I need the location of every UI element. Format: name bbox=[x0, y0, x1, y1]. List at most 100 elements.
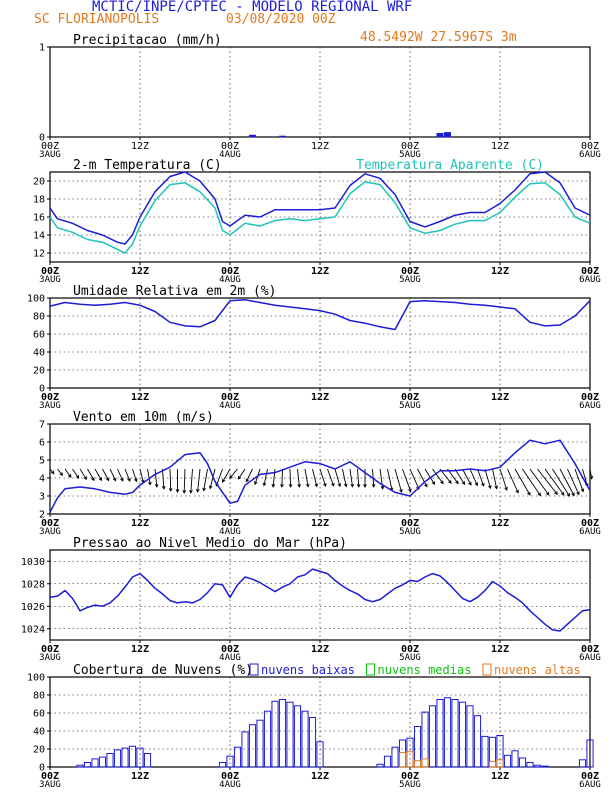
clouds-bar-blue bbox=[503, 754, 512, 768]
clouds-bar-blue bbox=[143, 753, 152, 768]
wind-arrow bbox=[272, 468, 276, 487]
clouds-x-tick-label: 12Z bbox=[131, 771, 149, 782]
wind-arrow-head bbox=[399, 489, 403, 493]
wind-arrow-head bbox=[461, 481, 466, 486]
wind-arrow bbox=[263, 468, 268, 486]
precip-x-tick-label: 00Z bbox=[221, 141, 239, 152]
wind-arrow bbox=[169, 468, 172, 492]
precip-bar bbox=[444, 132, 451, 138]
wind-arrow bbox=[197, 468, 201, 492]
clouds-bar-orange bbox=[488, 761, 497, 768]
pressure-x-day-label: 5AUG bbox=[399, 653, 421, 663]
wind-arrow bbox=[132, 468, 137, 482]
clouds-legend-swatch bbox=[482, 663, 492, 676]
wind-arrow-head bbox=[448, 480, 452, 484]
wind-arrow-head bbox=[202, 487, 206, 492]
clouds-x-tick-label: 00Z bbox=[581, 771, 599, 782]
clouds-bar-orange bbox=[421, 758, 429, 768]
humidity-x-tick-label: 12Z bbox=[491, 392, 509, 403]
wind-y-tick-label: 6 bbox=[39, 438, 45, 449]
wind-arrow bbox=[57, 468, 63, 476]
wind-arrow-head bbox=[59, 472, 64, 477]
wind-arrow-head bbox=[331, 482, 335, 487]
pressure-x-day-label: 4AUG bbox=[219, 653, 241, 663]
wind-arrow bbox=[514, 468, 531, 496]
wind-arrow bbox=[229, 468, 238, 479]
wind-arrow-head bbox=[363, 484, 367, 488]
wind-arrow-head bbox=[440, 480, 444, 485]
temperature-y-tick-label: 16 bbox=[33, 213, 45, 224]
wind-arrow-head bbox=[134, 478, 138, 483]
wind-arrow bbox=[492, 468, 498, 489]
temperature-y-tick-label: 12 bbox=[33, 249, 45, 260]
clouds-bar-blue bbox=[256, 719, 264, 768]
wind-arrow-head bbox=[262, 482, 267, 487]
temperature-x-tick-label: 12Z bbox=[131, 266, 149, 277]
temperature-x-tick-label: 12Z bbox=[491, 266, 509, 277]
clouds-bar-blue bbox=[293, 705, 302, 768]
clouds-x-tick-label: 00Z bbox=[41, 771, 59, 782]
clouds-legend-swatch bbox=[366, 663, 375, 676]
clouds-bar-blue bbox=[451, 699, 459, 768]
wind-arrow bbox=[417, 468, 428, 487]
humidity-x-tick-label: 00Z bbox=[41, 392, 59, 403]
temperature-panel-title: 2-m Temperatura (C) bbox=[73, 158, 222, 173]
wind-arrow-head bbox=[154, 483, 159, 488]
wind-arrow bbox=[477, 468, 485, 487]
wind-arrow bbox=[484, 468, 491, 489]
wind-arrow bbox=[297, 468, 300, 487]
clouds-bar-blue bbox=[91, 758, 99, 768]
clouds-bar-blue bbox=[466, 705, 474, 768]
wind-arrow-head bbox=[580, 488, 585, 493]
pressure-x-tick-label: 12Z bbox=[311, 644, 329, 655]
wind-arrow bbox=[183, 468, 186, 494]
wind-arrow bbox=[222, 468, 231, 483]
clouds-bar-orange bbox=[398, 752, 407, 768]
temperature-x-tick-label: 00Z bbox=[41, 266, 59, 277]
wind-arrow-head bbox=[288, 484, 293, 488]
wind-arrow bbox=[537, 468, 558, 495]
precip-bar bbox=[436, 132, 444, 138]
wind-arrow-head bbox=[83, 476, 87, 480]
wind-arrow bbox=[245, 468, 253, 482]
humidity-x-tick-label: 12Z bbox=[131, 392, 149, 403]
wind-arrow-head bbox=[75, 475, 80, 479]
pressure-y-tick-label: 1024 bbox=[21, 624, 45, 635]
wind-arrow-head bbox=[271, 483, 276, 488]
wind-arrow bbox=[94, 468, 102, 481]
wind-arrow-head bbox=[356, 484, 361, 488]
clouds-bar-blue bbox=[233, 746, 242, 768]
wind-arrow-head bbox=[189, 490, 193, 494]
precip-x-tick-label: 12Z bbox=[131, 141, 149, 152]
wind-x-tick-label: 12Z bbox=[311, 518, 329, 529]
wind-arrow-head bbox=[494, 485, 498, 490]
wind-arrow bbox=[154, 468, 158, 487]
wind-x-tick-label: 00Z bbox=[401, 518, 419, 529]
wind-arrow-head bbox=[297, 483, 301, 488]
pressure-y-tick-label: 1028 bbox=[21, 579, 45, 590]
temperature-x-day-label: 4AUG bbox=[219, 275, 241, 285]
wind-x-day-label: 5AUG bbox=[399, 527, 421, 537]
wind-arrow bbox=[567, 468, 580, 495]
wind-arrow-head bbox=[424, 483, 428, 488]
clouds-bar-blue bbox=[541, 765, 549, 768]
clouds-x-day-label: 3AUG bbox=[39, 780, 61, 790]
clouds-bar-blue bbox=[248, 724, 257, 768]
wind-arrow bbox=[124, 468, 131, 482]
wind-arrow-head bbox=[237, 475, 242, 480]
wind-arrow-head bbox=[168, 488, 173, 492]
precip-x-tick-label: 00Z bbox=[581, 141, 599, 152]
wind-y-tick-label: 5 bbox=[39, 456, 45, 467]
wind-x-day-label: 4AUG bbox=[219, 527, 241, 537]
temperature-y-tick-label: 20 bbox=[33, 177, 45, 188]
wind-arrow-head bbox=[245, 478, 250, 483]
clouds-bar-blue bbox=[113, 749, 122, 768]
wind-arrow bbox=[529, 468, 550, 496]
wind-arrow bbox=[357, 468, 360, 487]
clouds-bar-orange bbox=[413, 760, 422, 768]
precip-bar bbox=[279, 135, 286, 138]
temperature-x-day-label: 6AUG bbox=[579, 275, 601, 285]
wind-y-tick-label: 2 bbox=[39, 510, 45, 521]
clouds-bar-blue bbox=[301, 710, 309, 768]
wind-arrow bbox=[72, 468, 80, 479]
